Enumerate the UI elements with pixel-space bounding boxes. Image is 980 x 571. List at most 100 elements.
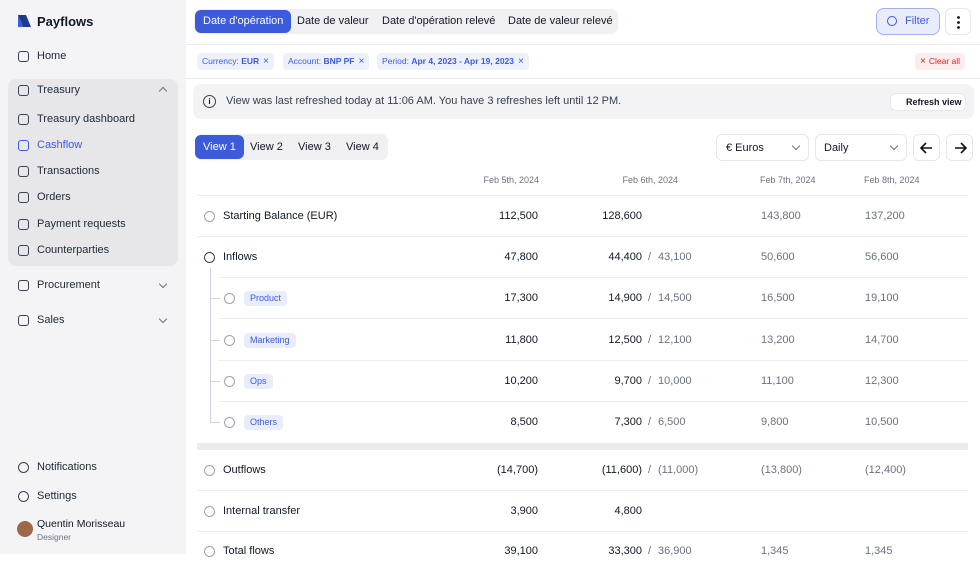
tree-branch bbox=[210, 298, 220, 299]
table-row[interactable]: Marketing 11,800 12,500 / 12,100 13,200 14,700 bbox=[0, 320, 980, 360]
table-row[interactable]: Ops 10,200 9,700 / 10,000 11,100 12,300 bbox=[0, 361, 980, 401]
row-divider bbox=[197, 531, 968, 532]
view-tab[interactable]: View 2 bbox=[250, 141, 283, 153]
filter-chip[interactable]: Currency: EUR × bbox=[197, 53, 275, 70]
nav-subitem[interactable]: Treasury dashboard bbox=[0, 113, 186, 127]
cell-value: (11,600) bbox=[601, 464, 642, 476]
next-button[interactable] bbox=[946, 134, 973, 161]
cell-value: 11,100 bbox=[761, 375, 794, 387]
cell-value: 10,200 bbox=[504, 375, 538, 387]
footer-item[interactable]: Notifications bbox=[0, 461, 186, 475]
nav-label: Sales bbox=[37, 314, 65, 326]
cell-value: 12,300 bbox=[865, 375, 899, 387]
table-row[interactable]: Product 17,300 14,900 / 14,500 16,500 19,100 bbox=[0, 278, 980, 318]
column-header: Feb 5th, 2024 bbox=[483, 175, 539, 185]
forecast-separator: / bbox=[648, 292, 652, 304]
filter-chip[interactable]: Period: Apr 4, 2023 - Apr 19, 2023 × bbox=[377, 53, 529, 70]
row-label: Internal transfer bbox=[223, 505, 301, 517]
refresh-button[interactable]: Refresh view bbox=[890, 93, 966, 111]
table-row[interactable]: Inflows 47,800 44,400 / 43,100 50,600 56,600 bbox=[0, 237, 980, 277]
forecast-value: 6,500 bbox=[658, 416, 686, 428]
cell-value: (14,700) bbox=[497, 464, 538, 476]
nav-subitem[interactable]: Payment requests bbox=[0, 218, 186, 232]
category-tag: Ops bbox=[244, 374, 273, 389]
cell-value: 1,345 bbox=[865, 545, 893, 557]
chip-key: Account: bbox=[288, 56, 322, 66]
cell-value: 128,600 bbox=[602, 210, 642, 222]
nav-icon bbox=[18, 51, 29, 62]
nav-subitem[interactable]: Orders bbox=[0, 191, 186, 205]
cell-value: 112,500 bbox=[499, 210, 538, 222]
cell-value: 14,900 bbox=[608, 292, 642, 304]
filter-icon bbox=[887, 16, 897, 26]
expand-icon bbox=[204, 546, 215, 557]
chip-value: Apr 4, 2023 - Apr 19, 2023 bbox=[411, 56, 514, 66]
nav-subitem[interactable]: Counterparties bbox=[0, 244, 186, 258]
table-row[interactable]: Internal transfer 3,900 4,800 bbox=[0, 491, 980, 531]
cell-value: 8,500 bbox=[510, 416, 538, 428]
table-row[interactable]: Outflows (14,700) (11,600) / (11,000) (13,800… bbox=[0, 450, 980, 490]
date-tab[interactable]: Date de valeur bbox=[297, 15, 369, 27]
date-tab[interactable]: Date d'opération bbox=[195, 10, 292, 33]
user-name: Quentin Morisseau bbox=[37, 518, 126, 530]
avatar bbox=[17, 521, 33, 537]
filter-button[interactable]: Filter bbox=[876, 8, 940, 35]
expand-icon bbox=[204, 506, 215, 517]
view-tab[interactable]: View 3 bbox=[298, 141, 331, 153]
currency-select[interactable]: € Euros bbox=[716, 134, 809, 161]
cell-value: 9,700 bbox=[614, 375, 642, 387]
clear-icon: × bbox=[920, 56, 926, 67]
nav-item[interactable]: Sales bbox=[0, 314, 186, 328]
forecast-separator: / bbox=[648, 334, 652, 346]
nav-icon bbox=[18, 140, 29, 151]
nav-label: Procurement bbox=[37, 279, 100, 291]
cell-value: 10,500 bbox=[865, 416, 899, 428]
date-tab[interactable]: Date de valeur relevé bbox=[508, 15, 613, 27]
nav-icon bbox=[18, 315, 29, 326]
next-icon bbox=[955, 142, 967, 154]
filter-chip[interactable]: Account: BNP PF × bbox=[283, 53, 370, 70]
notice-bar: i View was last refreshed today at 11:06… bbox=[193, 84, 974, 119]
cell-value: 33,300 bbox=[608, 545, 642, 557]
nav-subitem[interactable]: Transactions bbox=[0, 165, 186, 179]
nav-subitem[interactable]: Cashflow bbox=[0, 139, 186, 153]
row-divider bbox=[219, 401, 968, 402]
table-row[interactable]: Others 8,500 7,300 / 6,500 9,800 10,500 bbox=[0, 402, 980, 442]
cell-value: 56,600 bbox=[865, 251, 899, 263]
chip-close: × bbox=[358, 56, 365, 67]
nav-label: Counterparties bbox=[37, 244, 110, 256]
table-row[interactable]: Total flows 39,100 33,300 / 36,900 1,345 1,345 bbox=[0, 531, 980, 571]
date-tab[interactable]: Date d'opération relevé bbox=[382, 15, 496, 27]
nav-icon bbox=[18, 245, 29, 256]
nav-item[interactable]: Treasury bbox=[0, 84, 186, 98]
cell-value: 11,800 bbox=[505, 334, 538, 346]
nav-icon bbox=[18, 192, 29, 203]
nav-item[interactable]: Home bbox=[0, 50, 186, 64]
tree-branch bbox=[210, 381, 220, 382]
row-divider bbox=[197, 236, 968, 237]
view-tab[interactable]: View 1 bbox=[195, 135, 244, 159]
page: Payflows Home Treasury Treasury dashboard C… bbox=[0, 0, 980, 557]
forecast-separator: / bbox=[648, 545, 652, 557]
footer-item[interactable]: Settings bbox=[0, 490, 186, 504]
clear-all[interactable]: × Clear all bbox=[915, 53, 966, 70]
chip-key: Period: bbox=[382, 56, 409, 66]
nav-label: Treasury bbox=[37, 84, 80, 96]
more-button[interactable] bbox=[945, 8, 971, 35]
frequency-select[interactable]: Daily bbox=[815, 134, 907, 161]
nav-chevron bbox=[158, 86, 168, 96]
footer-label: Settings bbox=[37, 490, 77, 502]
prev-button[interactable] bbox=[913, 134, 940, 161]
expand-icon bbox=[204, 465, 215, 476]
chip-value: EUR bbox=[241, 56, 260, 66]
table-row[interactable]: Starting Balance (EUR) 112,500 128,600 143,… bbox=[0, 196, 980, 236]
cell-value: 1,345 bbox=[761, 545, 789, 557]
forecast-value: 14,500 bbox=[658, 292, 692, 304]
nav-item[interactable]: Procurement bbox=[0, 279, 186, 293]
view-tab[interactable]: View 4 bbox=[346, 141, 379, 153]
expand-icon bbox=[224, 417, 235, 428]
nav-label: Cashflow bbox=[37, 139, 83, 151]
row-label: Outflows bbox=[223, 464, 266, 476]
cell-value: 16,500 bbox=[761, 292, 795, 304]
more-icon bbox=[957, 16, 960, 29]
